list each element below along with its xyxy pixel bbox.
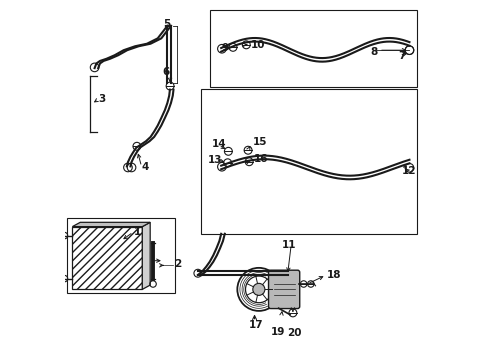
- Text: 4: 4: [142, 162, 149, 172]
- Bar: [201, 89, 416, 234]
- Text: 6: 6: [163, 67, 170, 77]
- Text: 14: 14: [211, 139, 225, 149]
- Text: 2: 2: [174, 259, 182, 269]
- Text: 11: 11: [282, 240, 296, 250]
- Polygon shape: [72, 222, 150, 226]
- Text: 5: 5: [163, 19, 170, 29]
- Bar: [72, 226, 142, 289]
- FancyBboxPatch shape: [268, 270, 299, 309]
- Polygon shape: [142, 222, 150, 289]
- Circle shape: [252, 283, 264, 296]
- Text: 3: 3: [99, 94, 105, 104]
- Text: 7: 7: [397, 51, 405, 61]
- Text: 1: 1: [133, 227, 140, 237]
- Text: 19: 19: [270, 327, 285, 337]
- Text: 13: 13: [207, 155, 222, 165]
- Text: 20: 20: [286, 328, 301, 338]
- Bar: [210, 10, 416, 87]
- Text: 16: 16: [253, 154, 267, 164]
- Text: 8: 8: [369, 47, 377, 57]
- Text: 9: 9: [221, 43, 228, 53]
- Text: 18: 18: [326, 270, 341, 280]
- Text: 12: 12: [401, 166, 415, 176]
- Text: 15: 15: [252, 138, 266, 147]
- Text: 17: 17: [248, 320, 263, 330]
- Bar: [67, 218, 174, 293]
- Text: 10: 10: [250, 40, 264, 50]
